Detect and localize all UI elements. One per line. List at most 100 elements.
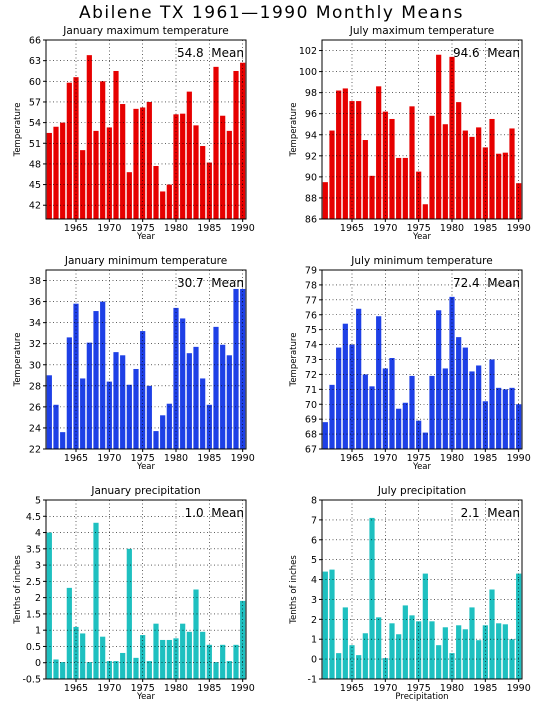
x-tick-label: 1970 [97,223,121,234]
bar [509,387,515,449]
bar [73,77,79,220]
chart-panel-1: January maximum temperature 42 45 48 51 54 57 6… [13,25,255,242]
plot-frame [45,269,247,450]
y-tick-label: 90 [305,172,317,183]
bar [226,130,232,219]
y-tick-label: 67 [305,445,317,456]
x-axis-label: Year [412,462,432,472]
x-tick-label: 1975 [407,683,431,694]
y-tick-label: 36 [29,297,41,308]
x-tick-label: 1980 [440,683,464,694]
bar [240,600,246,679]
bar [429,115,435,219]
bar [186,631,192,679]
bar [322,182,328,219]
mean-annotation: 54.8 Mean [177,46,244,60]
plot-frame [45,39,247,220]
plot-frame [321,499,523,680]
bar [66,587,72,679]
bar [173,307,179,449]
bar [86,662,92,679]
bar [53,659,59,679]
y-tick-label: -1 [308,675,317,686]
bar [436,310,442,449]
y-tick-label: 88 [305,193,317,204]
y-tick-label: 0.5 [26,642,41,653]
panel-title: July maximum temperature [349,25,494,37]
x-tick-label: 1965 [340,683,364,694]
bar [120,355,126,449]
bar [369,175,375,219]
bar [140,331,146,449]
bar [336,90,342,219]
bar [86,55,92,220]
bar [173,638,179,679]
bar [429,621,435,679]
bar [46,375,52,449]
bar [233,644,239,679]
bar [193,589,199,679]
x-tick-label: 1970 [97,453,121,464]
y-tick-label: 96 [305,109,317,120]
plot-frame [45,499,247,680]
bar [66,82,72,220]
bar [126,384,132,449]
y-tick-label: 1 [35,626,41,637]
y-tick-label: 3 [35,561,41,572]
y-tick-label: 0 [311,655,317,666]
bar [456,625,462,679]
x-tick-label: 1965 [340,223,364,234]
x-tick-label: 1980 [440,223,464,234]
panel-title: January maximum temperature [62,25,228,37]
bar [240,62,246,219]
y-tick-label: 78 [305,280,317,291]
bar [140,635,146,679]
y-tick-label: 2.5 [26,577,41,588]
bar [462,347,468,449]
bar [402,157,408,219]
y-tick-label: 94 [305,130,317,141]
bar [166,403,172,449]
bar [376,617,382,679]
bar [322,571,328,679]
bar [342,323,348,449]
bar [322,422,328,449]
bar [416,621,422,679]
x-axis-label: Year [136,232,156,242]
bar [133,108,139,219]
bar [46,132,52,219]
bar [349,645,355,679]
x-tick-label: 1985 [197,453,221,464]
y-tick-label: 92 [305,151,317,162]
bar [153,165,159,219]
bar [66,337,72,449]
y-axis-label: Temperature [289,103,299,158]
x-tick-label: 1985 [197,683,221,694]
bar [153,431,159,449]
y-axis-label: Tenths of inches [289,555,299,625]
y-tick-label: 71 [305,385,317,396]
mean-annotation: 94.6 Mean [453,46,520,60]
bar [489,359,495,449]
bar [186,353,192,449]
y-tick-label: 32 [29,339,41,350]
bar [160,191,166,219]
y-tick-label: 63 [29,56,41,67]
bar [46,532,52,679]
bar [166,184,172,219]
y-tick-label: 70 [305,400,317,411]
x-tick-label: 1990 [231,683,255,694]
x-tick-label: 1990 [507,683,531,694]
y-tick-label: 86 [305,215,317,226]
bar [422,204,428,219]
bar [416,171,422,219]
y-tick-label: 45 [29,180,41,191]
x-tick-label: 1980 [164,683,188,694]
bar [356,655,362,679]
bar [206,404,212,449]
y-tick-label: 3.5 [26,544,41,555]
chart-panel-2: July maximum temperature 86 88 90 92 94 96 98 10… [289,25,531,242]
bar [362,633,368,679]
bar [93,311,99,449]
